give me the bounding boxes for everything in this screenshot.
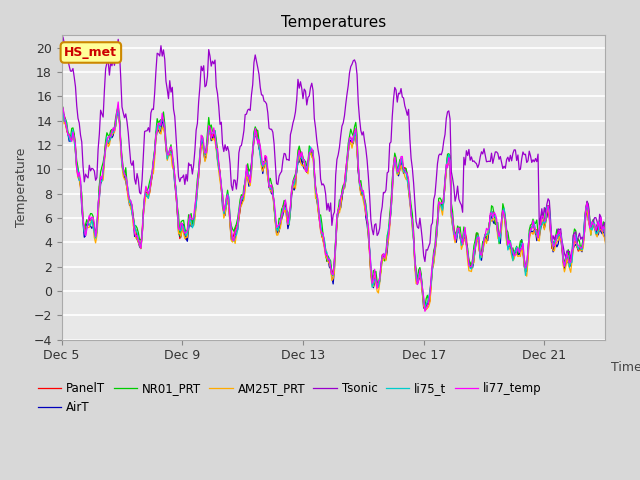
PanelT <box>503 230 511 236</box>
Tsonic <box>246 108 254 113</box>
AM25T_PRT <box>607 256 615 262</box>
PanelT <box>115 108 122 113</box>
Tsonic <box>502 166 509 171</box>
li75_t <box>246 177 254 182</box>
Title: Temperatures: Temperatures <box>280 15 386 30</box>
AM25T_PRT <box>396 167 404 172</box>
li75_t <box>396 161 404 167</box>
Tsonic <box>59 34 67 40</box>
AirT <box>59 108 67 113</box>
PanelT <box>426 299 434 304</box>
AirT <box>396 167 404 173</box>
Line: AirT: AirT <box>61 110 640 308</box>
AirT <box>607 258 615 264</box>
Line: Tsonic: Tsonic <box>61 37 640 273</box>
AirT <box>426 291 434 297</box>
li77_temp <box>426 292 434 298</box>
Tsonic <box>313 138 321 144</box>
li77_temp <box>58 111 65 117</box>
li75_t <box>59 106 67 112</box>
Line: li75_t: li75_t <box>61 109 640 308</box>
NR01_PRT <box>395 164 403 169</box>
li77_temp <box>503 228 511 234</box>
NR01_PRT <box>312 183 319 189</box>
AirT <box>58 113 65 119</box>
Legend: PanelT, AirT, NR01_PRT, AM25T_PRT, Tsonic, li75_t, li77_temp: PanelT, AirT, NR01_PRT, AM25T_PRT, Tsoni… <box>38 382 541 414</box>
NR01_PRT <box>58 101 65 107</box>
AirT <box>246 174 254 180</box>
Tsonic <box>606 270 614 276</box>
Line: li77_temp: li77_temp <box>61 102 640 311</box>
PanelT <box>246 176 254 182</box>
AM25T_PRT <box>58 116 65 122</box>
Text: HS_met: HS_met <box>65 46 117 59</box>
AM25T_PRT <box>246 183 254 189</box>
PanelT <box>58 110 65 116</box>
AM25T_PRT <box>503 241 511 247</box>
PanelT <box>313 192 321 198</box>
AM25T_PRT <box>421 307 429 313</box>
li75_t <box>421 305 429 311</box>
Line: AM25T_PRT: AM25T_PRT <box>61 114 640 310</box>
PanelT <box>607 259 615 265</box>
NR01_PRT <box>245 168 253 174</box>
li75_t <box>607 256 615 262</box>
li77_temp <box>421 308 429 314</box>
AM25T_PRT <box>59 111 67 117</box>
li75_t <box>58 114 65 120</box>
Line: PanelT: PanelT <box>61 110 640 307</box>
Tsonic <box>607 252 615 257</box>
li77_temp <box>246 180 254 185</box>
li77_temp <box>313 192 321 197</box>
NR01_PRT <box>421 306 429 312</box>
li75_t <box>426 288 434 294</box>
li77_temp <box>396 163 404 169</box>
NR01_PRT <box>502 214 509 219</box>
X-axis label: Time: Time <box>611 361 640 374</box>
Tsonic <box>58 39 65 45</box>
NR01_PRT <box>606 262 614 268</box>
Line: NR01_PRT: NR01_PRT <box>61 104 640 309</box>
PanelT <box>421 304 429 310</box>
AirT <box>313 197 321 203</box>
Tsonic <box>396 91 404 97</box>
NR01_PRT <box>425 299 433 305</box>
AM25T_PRT <box>426 300 434 305</box>
AirT <box>420 305 428 311</box>
li75_t <box>503 232 511 238</box>
AM25T_PRT <box>313 196 321 202</box>
Tsonic <box>425 243 433 249</box>
Y-axis label: Temperature: Temperature <box>15 148 28 227</box>
AirT <box>503 237 511 243</box>
PanelT <box>396 163 404 168</box>
li77_temp <box>607 255 615 261</box>
li75_t <box>313 193 321 199</box>
li77_temp <box>115 99 122 105</box>
